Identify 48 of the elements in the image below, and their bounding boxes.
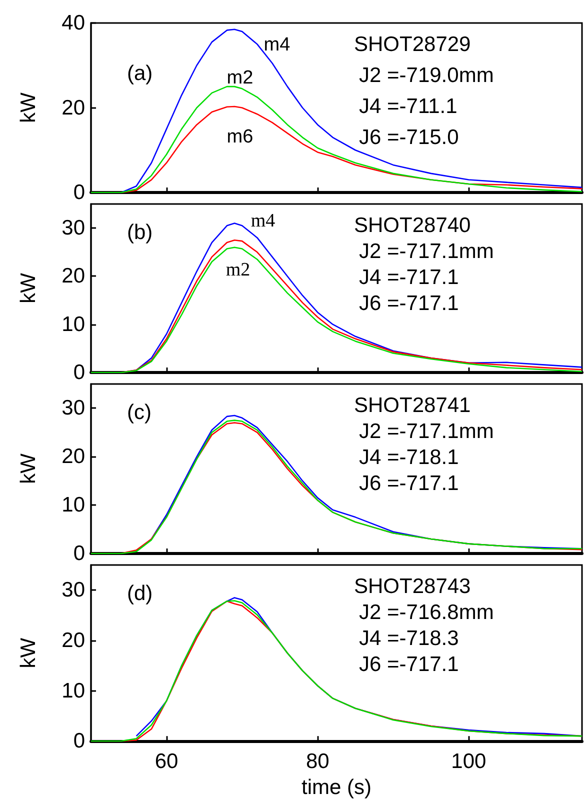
y-tick-label: 10 (62, 312, 85, 336)
y-tick-label: 30 (62, 216, 85, 240)
y-tick-label: 0 (73, 361, 85, 384)
annotation: J6 =-717.1 (359, 653, 459, 676)
y-tick-label: 30 (62, 578, 85, 602)
annotation: J2 =-719.0mm (359, 64, 494, 87)
annotation: (d) (127, 582, 153, 605)
annotation: m6 (226, 126, 254, 148)
y-axis-title: kW (17, 272, 40, 304)
annotation: m4 (250, 210, 276, 232)
annotation: SHOT28743 (354, 575, 471, 598)
annotation: J4 =-718.3 (359, 627, 459, 650)
y-tick-label: 0 (73, 181, 85, 204)
y-tick-label: 0 (73, 542, 85, 565)
y-tick-label: 20 (62, 264, 85, 288)
y-tick-label: 30 (62, 396, 85, 420)
annotation: J2 =-717.1mm (359, 420, 494, 443)
x-tick-label: 60 (154, 750, 178, 774)
x-tick-label: 100 (451, 750, 486, 774)
y-axis-title: kW (17, 638, 40, 668)
annotation: m2 (226, 68, 254, 88)
y-tick-label: 20 (62, 628, 85, 652)
annotation: (c) (127, 401, 152, 424)
y-tick-label: 10 (62, 494, 85, 517)
annotation: J6 =-717.1 (359, 472, 459, 495)
annotation: J4 =-711.1 (359, 95, 458, 118)
annotation: J4 =-717.1 (359, 266, 459, 289)
annotation: SHOT28729 (354, 33, 471, 56)
y-tick-label: 10 (62, 679, 85, 702)
annotation: (b) (127, 221, 153, 244)
x-axis-title: time (s) (302, 776, 372, 799)
annotation: m2 (226, 260, 250, 280)
y-tick-label: 20 (62, 445, 85, 468)
x-tick-label: 80 (306, 750, 330, 774)
y-tick-label: 40 (62, 12, 85, 34)
annotation: SHOT28741 (354, 394, 471, 417)
y-axis-title: kW (17, 453, 40, 484)
annotation: J6 =-717.1 (359, 292, 459, 315)
annotation: J2 =-717.1mm (359, 240, 494, 263)
y-tick-label: 0 (73, 730, 85, 753)
annotation: (a) (127, 62, 153, 85)
annotation: J2 =-716.8mm (359, 601, 494, 624)
annotation: SHOT28740 (354, 214, 471, 237)
y-tick-label: 20 (62, 96, 85, 120)
y-axis-title: kW (17, 92, 40, 123)
annotation: J4 =-718.1 (359, 446, 459, 469)
annotation: m4 (264, 34, 291, 56)
annotation: J6 =-715.0 (359, 126, 459, 149)
